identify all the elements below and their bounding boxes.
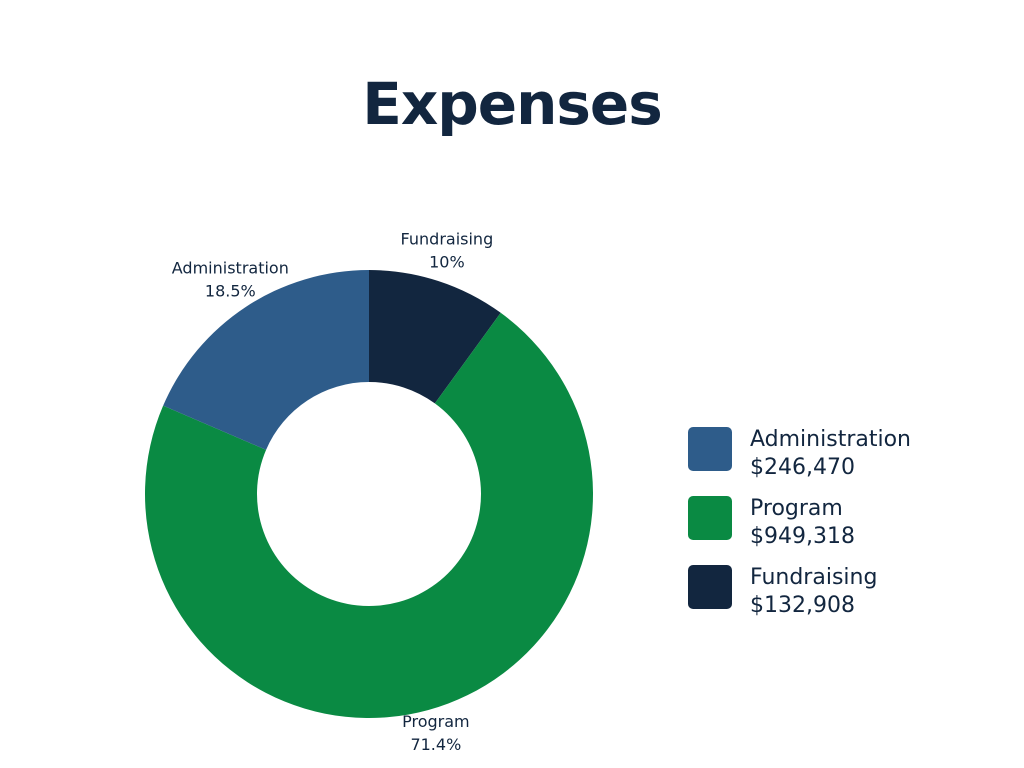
- slice-label-administration: Administration 18.5%: [172, 259, 289, 301]
- slice-fundraising: [369, 270, 501, 404]
- legend-value-fundraising: $132,908: [750, 593, 855, 618]
- slice-label-fundraising: Fundraising 10%: [401, 229, 494, 271]
- legend-item-fundraising: Fundraising $132,908: [688, 564, 1008, 633]
- slice-label-program: Program 71.4%: [402, 712, 470, 754]
- slice-program: [145, 312, 594, 718]
- legend-label-fundraising: Fundraising: [750, 565, 878, 590]
- legend-label-administration: Administration: [750, 427, 911, 452]
- legend-value-program: $949,318: [750, 524, 855, 549]
- legend-item-program: Program $949,318: [688, 495, 1008, 564]
- legend-value-administration: $246,470: [750, 455, 855, 480]
- legend-swatch-program: [688, 496, 732, 540]
- slice-administration: [163, 270, 369, 450]
- legend-swatch-administration: [688, 427, 732, 471]
- chart-title: Expenses: [362, 70, 663, 138]
- legend-label-program: Program: [750, 496, 843, 521]
- legend-swatch-fundraising: [688, 565, 732, 609]
- legend: Administration $246,470 Program $949,318…: [688, 426, 1008, 633]
- legend-item-administration: Administration $246,470: [688, 426, 1008, 495]
